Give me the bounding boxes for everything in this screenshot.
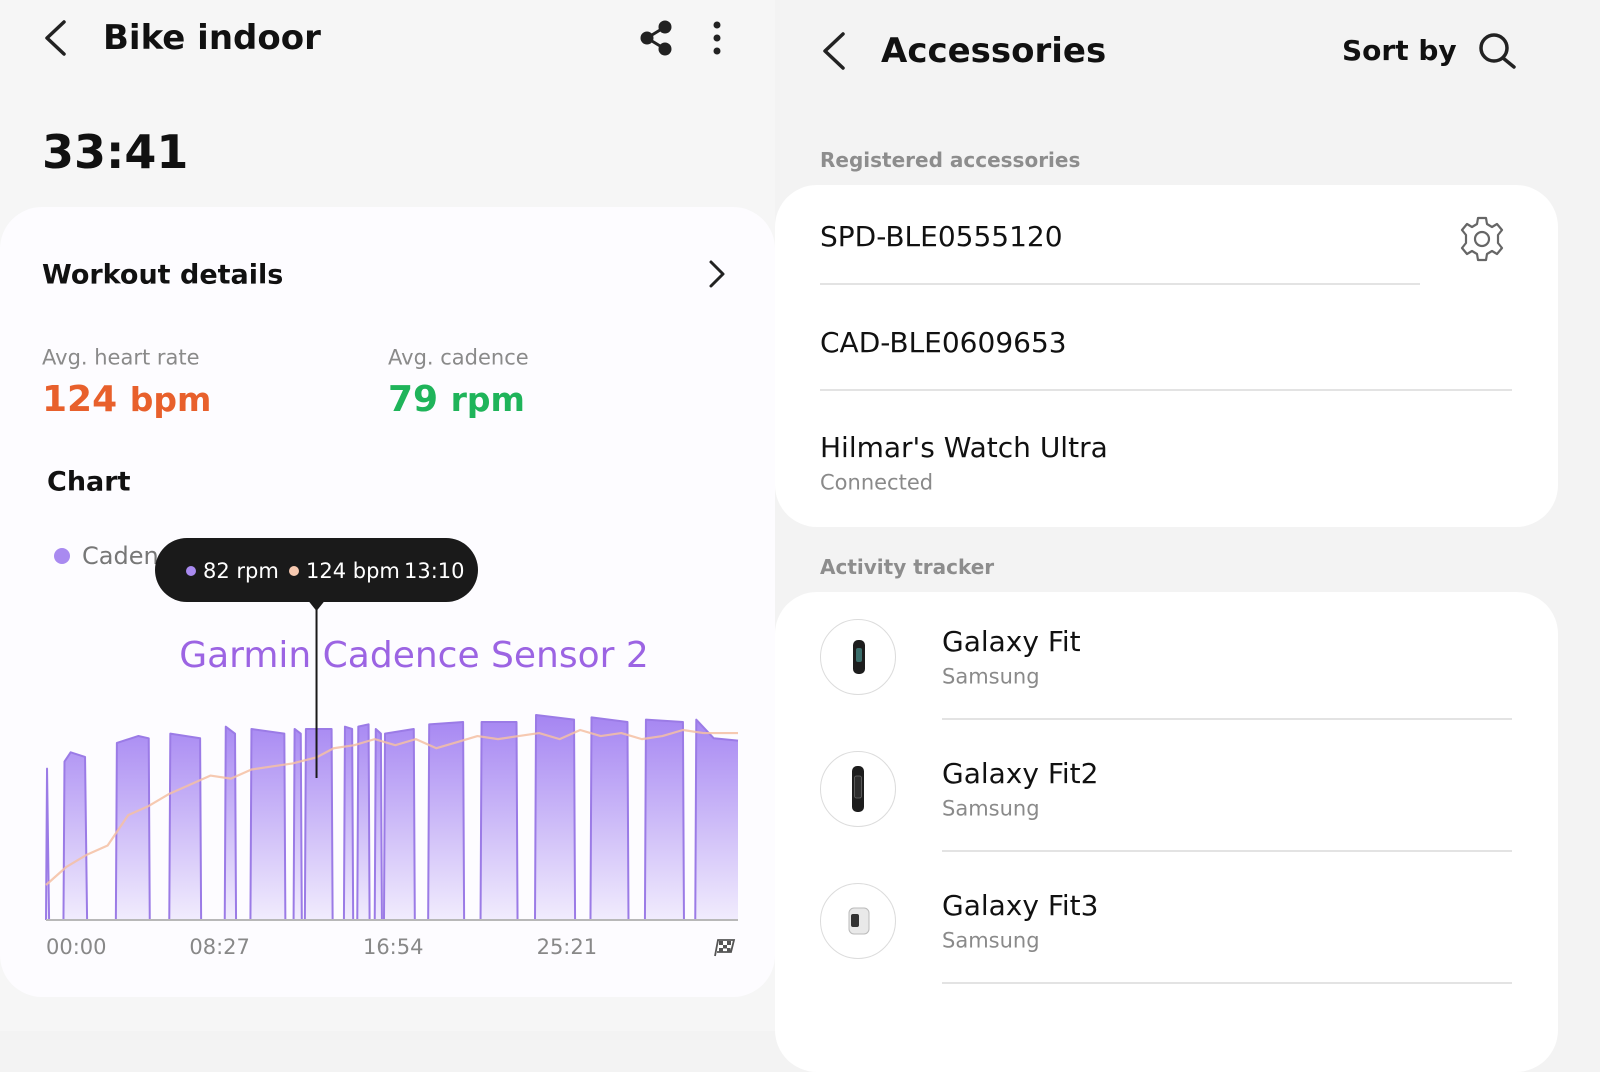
search-icon[interactable] [1479,33,1516,69]
divider [942,718,1512,720]
tooltip: 82 rpm 124 bpm 13:10 [155,538,478,611]
accessory-status: Connected [820,470,934,495]
back-icon[interactable] [45,20,66,56]
tooltip-dot [289,566,299,576]
line [45,728,738,886]
device-brand: Samsung [942,796,1040,821]
tooltip-pointer [308,601,325,611]
plot-area [45,714,739,921]
x-tick-label: 25:21 [537,935,598,959]
device-brand: Samsung [942,928,1040,953]
accessory-name[interactable]: Hilmar's Watch Ultra [820,431,1108,464]
tooltip-text: 124 bpm [306,559,400,583]
stat-label: Avg. heart rate [42,345,200,370]
area [46,715,738,920]
divider [820,389,1512,391]
back-icon[interactable] [823,32,845,70]
section-title[interactable]: Workout details [42,259,284,291]
section-header: Activity tracker [820,555,995,579]
left-screen: Bike indoor 33:41 Workout details Avg. h… [0,0,775,1031]
chart: Cadence 00:00 08:27 16:54 25:21 82 rpm 124 … [0,0,739,959]
right-header-icons [823,32,1516,70]
duration: 33:41 [42,125,189,179]
sort-button[interactable]: Sort by [1342,34,1457,67]
screen-title: Bike indoor [103,18,321,58]
chart-title: Chart [47,466,131,498]
settings-icon[interactable] [1455,212,1509,266]
legend-dot [54,548,70,564]
tooltip-dot [186,566,196,576]
x-tick-label: 16:54 [363,935,424,959]
tooltip-text: 13:10 [404,559,465,583]
registered-card [775,185,1558,527]
annotation: Garmin Cadence Sensor 2 [179,635,649,676]
x-tick-label: 08:27 [189,935,250,959]
activity-card [775,592,1558,1072]
device-brand: Samsung [942,664,1040,689]
accessory-name[interactable]: CAD-BLE0609653 [820,326,1067,359]
spacer [0,0,721,26]
stat-label: Avg. cadence [388,345,529,370]
stat-unit: rpm [450,380,525,419]
divider [942,982,1512,984]
finish-flag-icon [714,939,736,957]
section-header: Registered accessories [820,148,1081,172]
screen-title: Accessories [881,31,1107,71]
divider [820,283,1420,285]
right-screen: Accessories Sort by Registered accessori… [775,0,1600,1072]
accessory-name[interactable]: SPD-BLE0555120 [820,220,1063,253]
tooltip-box [155,538,478,602]
tooltip-text: 82 rpm [203,559,279,583]
device-name[interactable]: Galaxy Fit [942,625,1081,658]
device-name[interactable]: Galaxy Fit3 [942,889,1099,922]
stat-value: 124 bpm [42,382,211,418]
stat-value: 79 rpm [388,382,525,418]
x-tick-label: 00:00 [46,935,107,959]
device-icon [820,619,896,695]
more-icon[interactable] [713,21,721,55]
stat-number: 79 [388,379,439,420]
stat-unit: bpm [129,380,212,419]
left-header-icons [45,20,721,56]
device-name[interactable]: Galaxy Fit2 [942,757,1099,790]
device-icon [820,751,896,827]
chevron-icon[interactable] [709,260,725,288]
device-icon [820,883,896,959]
share-icon[interactable] [640,20,672,56]
divider [942,850,1512,852]
stat-number: 124 [42,379,118,420]
